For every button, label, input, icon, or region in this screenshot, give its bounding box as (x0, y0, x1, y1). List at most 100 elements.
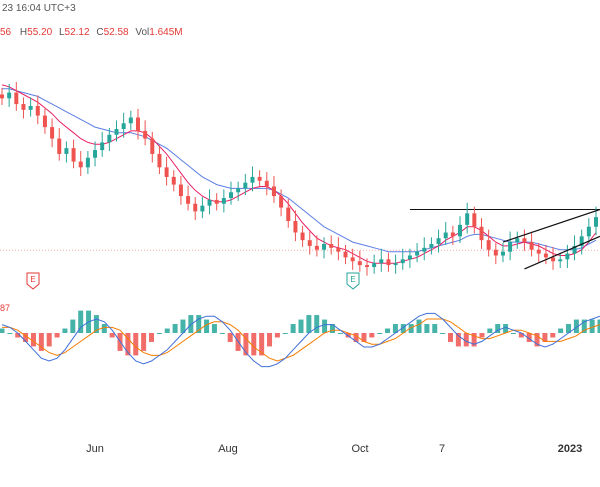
macd-histogram-bar (30, 333, 36, 347)
candle (379, 248, 384, 272)
candle (271, 175, 276, 203)
candle-body (286, 207, 291, 221)
macd-histogram-bar (156, 333, 162, 334)
candle (393, 254, 398, 274)
macd-histogram-bar (46, 333, 52, 347)
candle (107, 128, 112, 152)
volume-label: Vol (135, 27, 150, 38)
macd-histogram-bar (93, 315, 99, 333)
macd-histogram-bar (133, 333, 139, 356)
macd-histogram-bar (38, 333, 44, 351)
macd-histogram-bar (400, 324, 406, 333)
macd-histogram-bar (204, 319, 210, 333)
macd-histogram-bar (369, 333, 375, 338)
candle-body (250, 176, 255, 183)
candle-body (128, 117, 133, 124)
high-label: H (19, 27, 28, 38)
candle-body (522, 238, 527, 243)
candle-body (57, 138, 62, 154)
candle-body (551, 257, 556, 262)
macd-histogram-bar (109, 333, 115, 338)
candle (0, 87, 4, 106)
candle-body (572, 245, 577, 254)
moving-average-fast (1, 84, 597, 264)
candle-body (93, 150, 98, 158)
candle (357, 250, 362, 272)
candle (214, 193, 219, 211)
candle-body (28, 106, 33, 110)
macd-histogram-bar (353, 333, 359, 342)
candle-body (436, 238, 441, 244)
candle (236, 181, 241, 201)
x-axis-tick-label: Oct (351, 443, 368, 455)
candle (42, 108, 47, 134)
candle-body (85, 157, 90, 168)
candle (429, 237, 434, 255)
macd-histogram-bar (180, 319, 186, 333)
candle (114, 120, 119, 142)
candle-body (350, 257, 355, 262)
macd-histogram-bar (125, 333, 131, 356)
candle-body (558, 259, 563, 262)
candle-body (221, 198, 226, 204)
macd-histogram-bar (259, 333, 265, 356)
candle (207, 189, 212, 215)
macd-histogram-bar (581, 319, 587, 333)
macd-histogram-bar (298, 319, 304, 333)
candle (486, 229, 491, 257)
candle-body (329, 244, 334, 248)
candle-body (236, 188, 241, 193)
candle (143, 120, 148, 146)
candle-body (594, 217, 598, 227)
candle (35, 95, 40, 125)
candle-body (157, 153, 162, 168)
macd-histogram-bar (440, 333, 446, 334)
candle (522, 229, 527, 251)
candle-body (121, 123, 126, 129)
candle (186, 185, 191, 211)
event-marker-shape (346, 272, 360, 290)
time-readout: 23 16:04 UTC+3 (2, 3, 76, 14)
candle (250, 166, 255, 192)
low-value: 52.12 (64, 27, 90, 38)
candle-body (450, 232, 455, 237)
volume-value: 1.645M (149, 27, 183, 38)
macd-histogram-bar (479, 333, 485, 338)
candle-body (7, 92, 12, 99)
candle (14, 82, 19, 111)
macd-histogram-bar (251, 333, 257, 356)
candle (336, 237, 341, 261)
macd-histogram-bar (314, 315, 320, 333)
macd-histogram-bar (306, 315, 312, 333)
macd-histogram-bar (62, 328, 68, 333)
candle (529, 231, 534, 257)
earnings-event-marker: E (26, 272, 40, 290)
candle (543, 244, 548, 265)
candle (386, 252, 391, 272)
candle-body (379, 259, 384, 264)
candle (128, 110, 133, 130)
candle-body (243, 182, 248, 189)
candle-body (21, 104, 26, 110)
candle (472, 206, 477, 234)
candle (85, 151, 90, 175)
macd-histogram-bar (589, 319, 595, 333)
candle-body (150, 138, 155, 154)
candle-body (279, 196, 284, 208)
candle-body (364, 265, 369, 267)
candle-body (100, 142, 105, 151)
candle-body (14, 92, 19, 105)
channel-upper-line (502, 208, 600, 243)
high-value: 55.20 (27, 27, 53, 38)
macd-line (1, 312, 600, 368)
macd-histogram-bar (408, 324, 414, 333)
candle (565, 244, 570, 268)
candle (364, 258, 369, 276)
ohlc-readout: 56 H55.20 L52.12 C52.58 Vol1.645M (0, 27, 183, 38)
candle (78, 151, 83, 176)
candle-body (500, 251, 505, 256)
candle-body (343, 251, 348, 258)
candle (243, 174, 248, 196)
macd-histogram-bar (54, 333, 60, 338)
